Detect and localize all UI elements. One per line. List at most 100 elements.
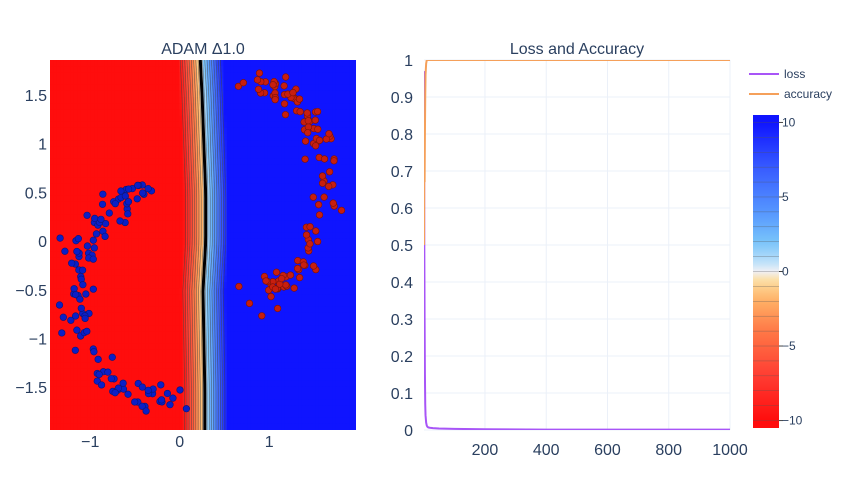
heatmap-cell: [80, 121, 85, 129]
heatmap-cell: [294, 171, 299, 178]
heatmap-cell: [267, 380, 272, 388]
heatmap-cell: [335, 84, 340, 92]
heatmap-cell: [247, 343, 252, 351]
heatmap-cell: [169, 208, 173, 215]
heatmap-cell: [267, 208, 272, 215]
heatmap-cell: [148, 263, 153, 271]
heatmap-cell: [247, 134, 252, 141]
heatmap-cell: [63, 171, 68, 178]
heatmap-cell: [80, 152, 85, 160]
heatmap-cell: [101, 121, 105, 129]
heatmap-cell: [216, 275, 221, 283]
heatmap-cell: [128, 319, 133, 326]
heatmap-cell: [60, 171, 65, 178]
heatmap-cell: [73, 152, 78, 160]
heatmap-cell: [50, 386, 54, 394]
heatmap-cell: [114, 319, 119, 326]
heatmap-cell: [87, 319, 92, 326]
heatmap-cell: [175, 312, 180, 320]
heatmap-cell: [352, 368, 356, 376]
heatmap-cell: [101, 319, 105, 326]
heatmap-cell: [260, 195, 265, 203]
heatmap-cell: [138, 84, 143, 92]
heatmap-cell: [294, 238, 299, 246]
heatmap-cell: [67, 152, 71, 160]
heatmap-cell: [189, 238, 194, 246]
heatmap-cell: [243, 66, 248, 73]
heatmap-cell: [254, 121, 258, 129]
heatmap-cell: [294, 183, 299, 191]
heatmap-cell: [186, 152, 190, 160]
heatmap-cell: [332, 177, 337, 184]
heatmap-cell: [328, 60, 333, 67]
heatmap-cell: [264, 232, 269, 240]
heatmap-cell: [322, 386, 326, 394]
heatmap-cell: [206, 60, 211, 67]
heatmap-cell: [131, 158, 136, 166]
heatmap-cell: [199, 306, 204, 314]
heatmap-cell: [328, 257, 333, 265]
heatmap-cell: [308, 288, 313, 295]
heatmap-cell: [260, 164, 265, 172]
heatmap-cell: [101, 97, 105, 104]
heatmap-cell: [308, 189, 313, 197]
heatmap-cell: [131, 214, 136, 221]
heatmap-cell: [291, 312, 296, 320]
heatmap-cell: [247, 238, 252, 246]
heatmap-cell: [250, 245, 255, 252]
heatmap-cell: [175, 343, 180, 351]
heatmap-cell: [288, 331, 292, 339]
heatmap-cell: [162, 121, 167, 129]
heatmap-cell: [277, 393, 282, 400]
heatmap-cell: [281, 368, 286, 376]
heatmap-cell: [158, 245, 163, 252]
heatmap-cell: [322, 263, 326, 271]
heatmap-cell: [196, 226, 201, 234]
heatmap-cell: [257, 356, 262, 363]
heatmap-cell: [121, 103, 126, 110]
heatmap-cell: [165, 331, 170, 339]
heatmap-cell: [352, 109, 356, 117]
heatmap-cell: [87, 140, 92, 147]
heatmap-cell: [274, 356, 279, 363]
heatmap-cell: [199, 164, 204, 172]
heatmap-cell: [318, 294, 323, 302]
heatmap-cell: [196, 362, 201, 369]
heatmap-cell: [155, 251, 160, 258]
heatmap-cell: [80, 208, 85, 215]
heatmap-cell: [288, 121, 292, 129]
heatmap-cell: [155, 257, 160, 265]
heatmap-cell: [53, 201, 58, 209]
heatmap-cell: [240, 109, 245, 117]
heatmap-cell: [172, 90, 177, 98]
heatmap-cell: [148, 238, 153, 246]
heatmap-cell: [322, 368, 326, 376]
heatmap-cell: [196, 319, 201, 326]
heatmap-cell: [308, 386, 313, 394]
heatmap-cell: [155, 288, 160, 295]
heatmap-cell: [216, 362, 221, 369]
heatmap-cell: [213, 380, 218, 388]
heatmap-cell: [189, 134, 194, 141]
heatmap-cell: [260, 208, 265, 215]
heatmap-cell: [345, 103, 350, 110]
heatmap-cell: [291, 220, 296, 228]
heatmap-cell: [135, 78, 139, 86]
heatmap-cell: [87, 263, 92, 271]
heatmap-cell: [209, 84, 214, 92]
heatmap-cell: [220, 331, 224, 339]
heatmap-cell: [175, 251, 180, 258]
heatmap-cell: [155, 325, 160, 332]
heatmap-cell: [169, 189, 173, 197]
heatmap-cell: [114, 115, 119, 123]
heatmap-cell: [328, 349, 333, 357]
heatmap-cell: [84, 386, 88, 394]
heatmap-cell: [165, 374, 170, 382]
heatmap-cell: [111, 109, 116, 117]
heatmap-cell: [257, 127, 262, 135]
heatmap-cell: [349, 238, 354, 246]
heatmap-cell: [189, 282, 194, 289]
heatmap-cell: [73, 331, 78, 339]
heatmap-cell: [84, 263, 88, 271]
heatmap-cell: [240, 380, 245, 388]
